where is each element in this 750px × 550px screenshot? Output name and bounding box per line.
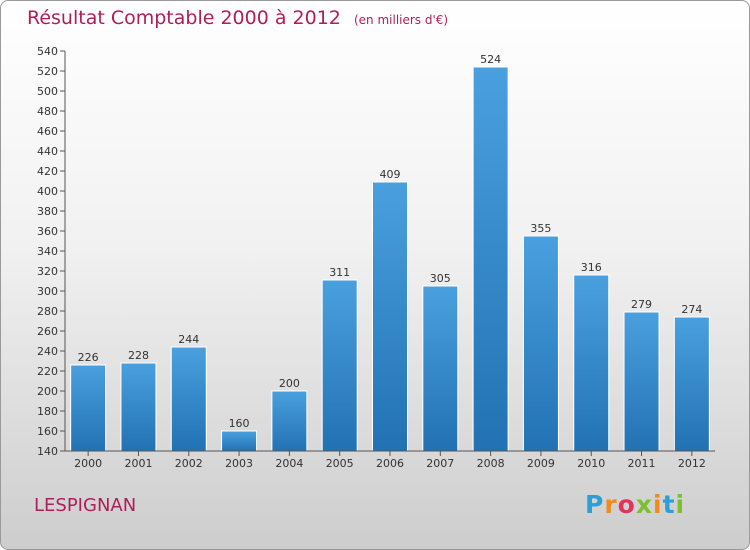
x-axis: 2000 2001 2002 2003 2004 2005 2006 2007 2008 2009… [65, 450, 715, 470]
bar-value-label: 305 [430, 272, 451, 285]
bar-2002 [170, 346, 207, 452]
bar-2009 [522, 235, 559, 452]
bar-value-label: 524 [480, 53, 501, 66]
logo-letter: t [662, 490, 676, 519]
bar-value-label: 200 [279, 377, 300, 390]
logo-letter: x [635, 490, 653, 519]
bar-value-label: 274 [681, 303, 702, 316]
bars-group: 226 228 244 160 200 311 409 305 524 355 316 279 274 [70, 53, 710, 452]
y-tick-label: 340 [37, 245, 58, 258]
y-tick-label: 540 [37, 45, 58, 58]
x-tick-label: 2000 [74, 457, 102, 470]
bar-value-label: 244 [178, 333, 199, 346]
y-tick-label: 280 [37, 305, 58, 318]
bar-2001 [120, 362, 157, 452]
y-tick-label: 520 [37, 65, 58, 78]
title-row: Résultat Comptable 2000 à 2012 (en milli… [27, 7, 448, 29]
bar-value-label: 279 [631, 298, 652, 311]
bar-value-label: 228 [128, 349, 149, 362]
bar-2007 [422, 285, 459, 452]
bar-2011 [623, 311, 660, 452]
bar-2012 [673, 316, 710, 452]
chart-title: Résultat Comptable 2000 à 2012 [27, 7, 341, 29]
x-tick-label: 2009 [527, 457, 555, 470]
logo-letter: i [675, 490, 686, 519]
x-tick-label: 2003 [225, 457, 253, 470]
y-tick-label: 140 [37, 445, 58, 458]
y-tick-label: 300 [37, 285, 58, 298]
logo-letter: P [585, 490, 605, 519]
x-tick-label: 2011 [628, 457, 656, 470]
bar-2006 [372, 181, 408, 452]
y-tick-label: 420 [37, 165, 58, 178]
y-axis: 140 160 180 200 220 240 260 280 300 320 340 360 380 4… [37, 45, 66, 458]
x-tick-label: 2001 [124, 457, 152, 470]
x-tick-label: 2002 [175, 457, 203, 470]
city-name: LESPIGNAN [34, 495, 137, 516]
bar-value-label: 355 [530, 222, 551, 235]
x-tick-label: 2005 [326, 457, 354, 470]
bar-2004 [271, 390, 308, 452]
bar-2000 [70, 364, 107, 452]
bar-value-label: 226 [78, 351, 99, 364]
y-tick-label: 180 [37, 405, 58, 418]
x-tick-label: 2008 [477, 457, 505, 470]
logo-letter: r [604, 490, 618, 519]
bar-2010 [573, 274, 610, 452]
bar-2008 [472, 66, 509, 452]
bar-value-label: 409 [380, 168, 401, 181]
y-tick-label: 460 [37, 125, 58, 138]
y-tick-label: 380 [37, 205, 58, 218]
y-tick-label: 320 [37, 265, 58, 278]
bar-value-label: 311 [329, 266, 350, 279]
x-tick-label: 2012 [678, 457, 706, 470]
x-tick-label: 2010 [577, 457, 605, 470]
y-tick-label: 480 [37, 105, 58, 118]
bar-2003 [221, 430, 258, 452]
y-tick-label: 260 [37, 325, 58, 338]
y-tick-label: 220 [37, 365, 58, 378]
y-tick-label: 360 [37, 225, 58, 238]
x-tick-label: 2006 [376, 457, 404, 470]
y-tick-label: 500 [37, 85, 58, 98]
y-tick-label: 240 [37, 345, 58, 358]
logo-letter: i [653, 490, 663, 519]
bar-value-label: 160 [229, 417, 250, 430]
chart-subtitle: (en milliers d'€) [353, 13, 449, 27]
x-tick-label: 2007 [426, 457, 454, 470]
bar-2005 [321, 279, 358, 452]
bar-value-label: 316 [581, 261, 602, 274]
logo-letter: o [617, 490, 636, 519]
y-tick-label: 440 [37, 145, 58, 158]
y-tick-label: 200 [37, 385, 58, 398]
x-tick-label: 2004 [275, 457, 303, 470]
proxiti-logo[interactable]: Proxiti [585, 490, 685, 519]
y-tick-label: 160 [37, 425, 58, 438]
y-tick-label: 400 [37, 185, 58, 198]
